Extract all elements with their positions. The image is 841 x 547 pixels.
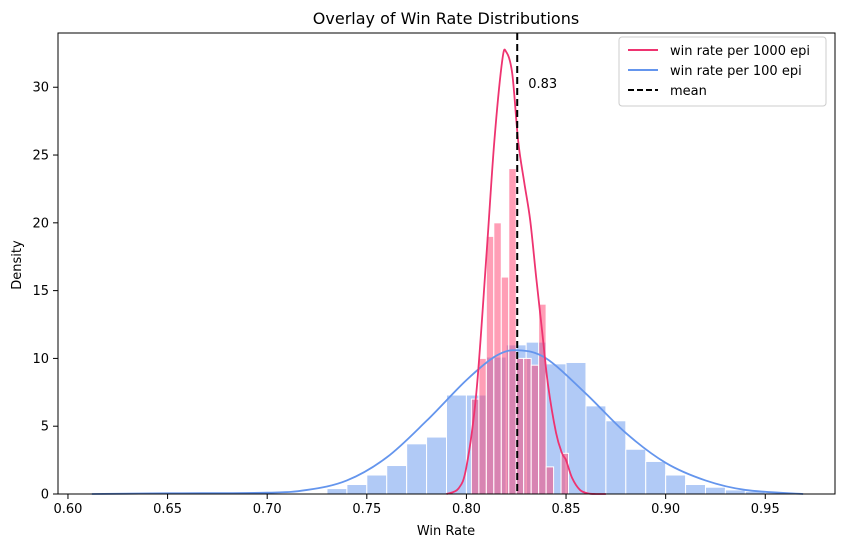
- histogram-bar: [585, 405, 607, 495]
- y-tick-label: 20: [32, 216, 49, 231]
- x-axis-label: Win Rate: [417, 524, 475, 539]
- plot-frame: [57, 32, 836, 495]
- legend-box: [618, 36, 827, 107]
- histogram-bar: [426, 436, 448, 495]
- histogram-bar: [645, 460, 667, 495]
- histogram-bar: [705, 486, 726, 495]
- histogram-bar: [500, 276, 510, 495]
- histogram-bar: [478, 357, 487, 495]
- y-tick-label: 5: [41, 420, 49, 435]
- mean-annotation: 0.83: [528, 77, 557, 92]
- x-tick-label: 0.85: [552, 502, 581, 517]
- y-tick-label: 30: [32, 81, 49, 96]
- legend: win rate per 1000 epi win rate per 100 ep…: [618, 36, 827, 107]
- histogram-bar: [406, 443, 428, 495]
- x-tick-label: 0.70: [253, 502, 282, 517]
- y-tick-label: 25: [32, 149, 49, 164]
- histogram-bar: [470, 398, 480, 495]
- histogram-bar: [605, 420, 627, 495]
- histogram-bar: [386, 465, 408, 495]
- y-tick-label: 10: [32, 352, 49, 367]
- x-tick-label: 0.65: [153, 502, 182, 517]
- histogram-per-100-epi: [87, 341, 806, 495]
- histogram-bar: [545, 466, 555, 495]
- x-tick-label: 0.95: [751, 502, 780, 517]
- x-tick-label: 0.90: [651, 502, 680, 517]
- x-tick-label: 0.80: [452, 502, 481, 517]
- x-tick-label: 0.60: [53, 502, 82, 517]
- y-axis-label: Density: [10, 240, 25, 290]
- chart-title: Overlay of Win Rate Distributions: [313, 9, 579, 28]
- kde-line-per-100-epi: [91, 349, 804, 495]
- histogram-bar: [366, 474, 388, 495]
- histogram-bar: [530, 364, 540, 495]
- plot-area: 0.83 0.60 0.65 0.70 0.75 0.80 0.85 0.90 0.95 0 5 10…: [32, 32, 836, 517]
- x-tick-label: 0.75: [352, 502, 381, 517]
- legend-label: win rate per 100 epi: [670, 64, 802, 79]
- histogram-bar: [346, 484, 368, 495]
- legend-label: win rate per 1000 epi: [670, 44, 810, 59]
- histogram-bar: [724, 489, 746, 495]
- y-tick-label: 0: [41, 488, 49, 503]
- y-tick-label: 15: [32, 284, 49, 299]
- histogram-per-1000-epi: [470, 168, 570, 495]
- histogram-bar: [685, 484, 706, 495]
- histogram-bar: [665, 474, 687, 495]
- kde-line-per-1000-epi: [446, 48, 606, 495]
- histogram-bar: [523, 357, 532, 495]
- histogram-bar: [493, 222, 502, 495]
- histogram-bar: [508, 168, 517, 495]
- histogram-bar: [326, 488, 348, 495]
- histogram-bar: [485, 235, 495, 495]
- histogram-bar: [625, 448, 647, 495]
- legend-label: mean: [670, 84, 707, 99]
